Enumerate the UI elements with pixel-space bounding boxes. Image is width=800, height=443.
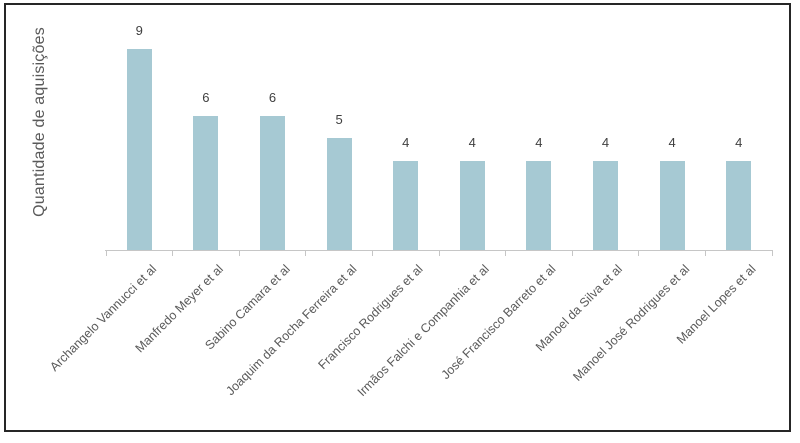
category-label: Irmãos Falchi e Companhia et al: [355, 262, 493, 400]
bar: [193, 116, 219, 250]
category-label: José Francisco Barreto et al: [438, 262, 559, 382]
bar: [126, 49, 152, 250]
category-label: Joaquim da Rocha Ferreira et al: [222, 262, 359, 399]
x-axis-tick: [505, 250, 507, 256]
bar: [459, 161, 485, 250]
x-axis-tick: [771, 250, 773, 256]
bar: [659, 161, 685, 250]
x-axis-tick: [438, 250, 440, 256]
bar-value-label: 5: [335, 112, 343, 127]
bar: [726, 161, 752, 250]
x-axis-tick: [305, 250, 307, 256]
y-axis-label: Quantidade de aquisições: [31, 27, 48, 217]
bar-value-label: 6: [202, 90, 210, 105]
bar: [326, 138, 352, 250]
x-axis-tick: [172, 250, 174, 256]
bar-value-label: 4: [468, 135, 476, 150]
x-axis-tick: [238, 250, 240, 256]
category-label: Manoel José Rodrigues et al: [570, 262, 692, 384]
x-axis-tick: [105, 250, 107, 256]
plot-area: 9 Archangelo Vannucci et al 6 Manfredo Meye…: [47, 0, 773, 399]
x-axis-tick: [371, 250, 373, 256]
bar-value-label: 9: [135, 23, 143, 38]
bar-value-label: 4: [601, 135, 610, 150]
bar-value-label: 4: [735, 135, 743, 150]
x-axis-tick: [571, 250, 573, 256]
bar-value-label: 4: [535, 135, 543, 150]
bar: [260, 116, 285, 250]
bar: [593, 161, 618, 250]
category-label: Archangelo Vannucci et al: [47, 262, 160, 374]
bar: [526, 161, 552, 250]
bar-value-label: 6: [268, 90, 277, 105]
x-axis-tick: [704, 250, 706, 256]
x-axis-tick: [638, 250, 640, 256]
bar: [393, 161, 419, 250]
bar-value-label: 4: [402, 135, 410, 150]
bar-value-label: 4: [668, 135, 676, 150]
